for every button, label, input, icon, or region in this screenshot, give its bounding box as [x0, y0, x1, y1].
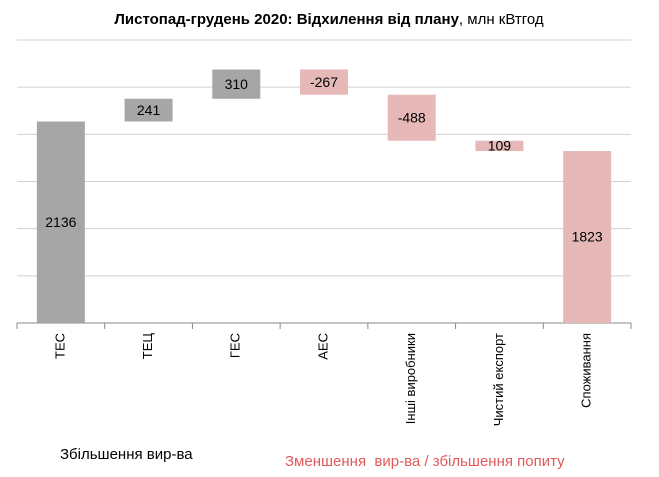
value-label: -267	[310, 74, 338, 90]
bar	[124, 98, 173, 122]
x-tick-label: ГЕС	[228, 333, 243, 358]
x-tick-label: ТЕС	[52, 333, 67, 359]
annotation: Збільшення вир-ва	[60, 446, 193, 463]
title-unit: , млн кВтгод	[459, 11, 544, 28]
bar	[36, 121, 85, 323]
value-label: 109	[488, 138, 512, 154]
value-label: 310	[225, 76, 249, 92]
value-label: -488	[398, 109, 426, 125]
bar	[300, 69, 348, 95]
x-tick-label: ТЕЦ	[140, 333, 155, 360]
bar	[212, 69, 261, 99]
x-tick-label: Споживання	[579, 333, 594, 408]
value-label: 241	[137, 102, 161, 118]
bar	[475, 140, 524, 152]
bar	[387, 94, 436, 141]
chart-title: Листопад-грудень 2020: Відхилення від пл…	[114, 11, 544, 28]
x-tick-label: АЕС	[315, 333, 330, 360]
value-label: 1823	[572, 229, 603, 245]
annotation: Зменшення вир-ва / збільшення попиту	[285, 453, 565, 470]
value-label: 2136	[45, 214, 76, 230]
bar	[563, 151, 612, 323]
title-main: Листопад-грудень 2020: Відхилення від пл…	[114, 11, 459, 28]
x-tick-label: Інші виробники	[403, 333, 418, 424]
x-tick-label: Чистий експорт	[491, 333, 506, 426]
